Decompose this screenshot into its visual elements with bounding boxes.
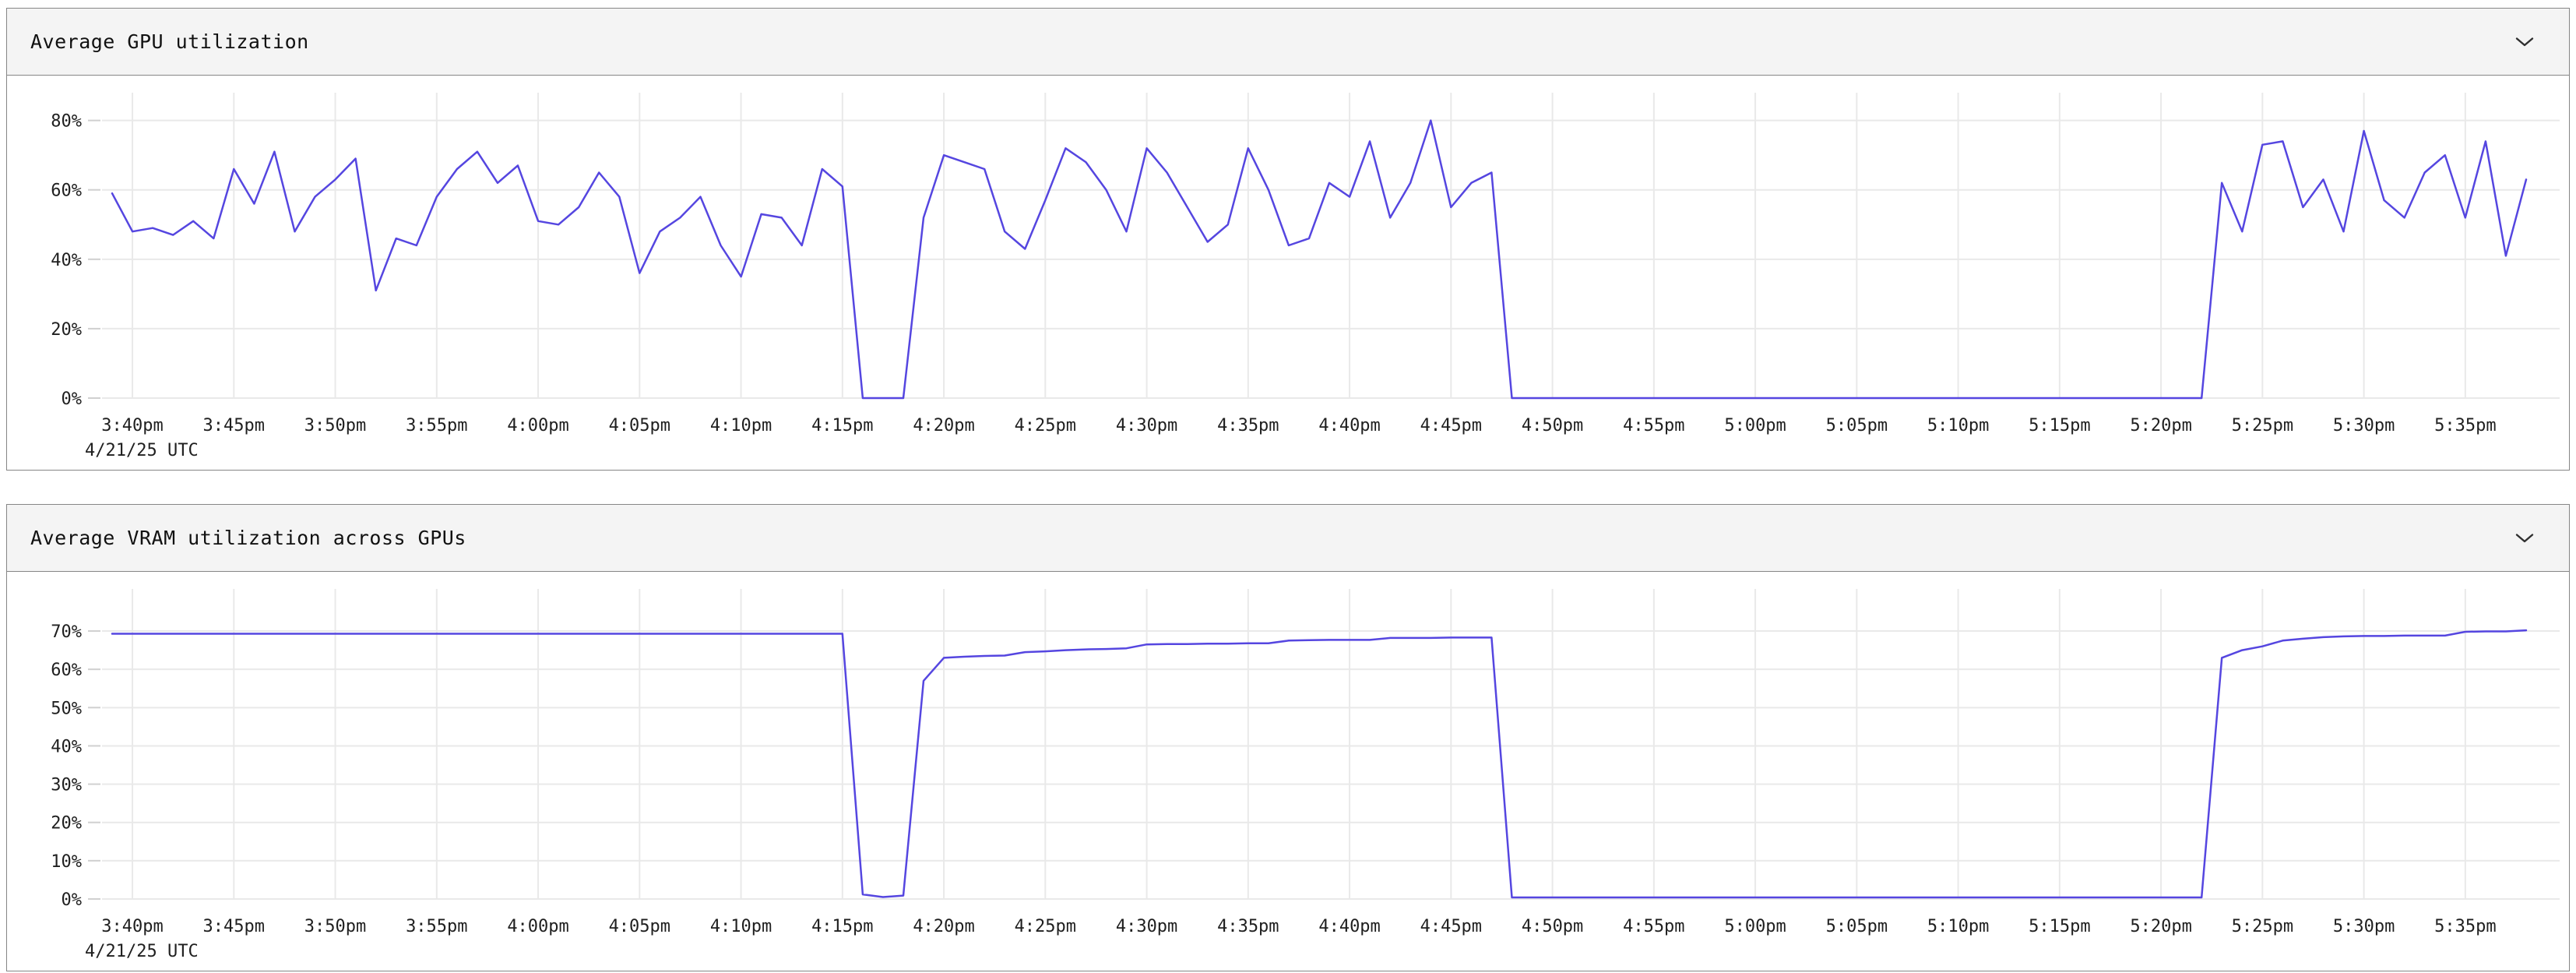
x-axis-tick-label: 4:30pm [1116, 416, 1177, 435]
y-axis-tick-label: 80% [51, 112, 82, 132]
x-axis-tick-label: 5:00pm [1724, 416, 1786, 435]
x-axis-tick-label: 4:00pm [507, 917, 568, 936]
x-axis-tick-label: 5:05pm [1826, 416, 1888, 435]
x-axis-tick-label: 5:05pm [1826, 917, 1888, 936]
panel-gap [6, 471, 2570, 504]
x-axis-tick-label: 5:30pm [2333, 917, 2395, 936]
panel-header-gpu[interactable]: Average GPU utilization [7, 9, 2569, 76]
x-axis-tick-label: 5:15pm [2029, 917, 2090, 936]
x-axis-tick-label: 4:45pm [1420, 416, 1482, 435]
x-axis-tick-label: 3:50pm [304, 416, 366, 435]
x-axis-tick-label: 5:10pm [1927, 917, 1989, 936]
x-axis-tick-label: 5:20pm [2130, 416, 2191, 435]
chevron-down-icon[interactable] [2514, 533, 2535, 544]
x-axis-tick-label: 4:40pm [1318, 416, 1380, 435]
x-axis-tick-label: 4:30pm [1116, 917, 1177, 936]
y-axis-tick-label: 30% [51, 776, 82, 795]
x-axis-tick-label: 4:45pm [1420, 917, 1482, 936]
x-axis-tick-label: 4:55pm [1623, 917, 1684, 936]
x-axis-tick-label: 5:10pm [1927, 416, 1989, 435]
x-axis-tick-label: 4:05pm [609, 416, 670, 435]
y-axis-tick-label: 10% [51, 852, 82, 872]
vram-utilization-chart: 0% 10% 20% 30% 40% 50% 60% 70% 3:40pm 3:45pm 3:50p… [7, 572, 2569, 971]
gpu-utilization-chart: 0% 20% 40% 60% 80% 3:40pm 3:45pm 3:50pm 3:55pm 4:… [7, 76, 2569, 470]
x-axis-tick-label: 5:25pm [2232, 917, 2293, 936]
y-axis-tick-label: 60% [51, 661, 82, 680]
x-axis-tick-label: 4:20pm [913, 917, 974, 936]
panel-title-vram: Average VRAM utilization across GPUs [30, 527, 466, 549]
x-axis-tick-label: 3:50pm [304, 917, 366, 936]
x-axis-tick-label: 4:25pm [1015, 917, 1076, 936]
x-axis-tick-label: 5:25pm [2232, 416, 2293, 435]
x-axis-tick-label: 4:15pm [811, 917, 873, 936]
panel-avg-gpu-utilization: Average GPU utilization 0% 20% 40% 60% 80% 3:… [6, 8, 2570, 471]
y-axis-tick-label: 0% [62, 890, 83, 910]
x-axis-tick-label: 5:20pm [2130, 917, 2191, 936]
x-axis-tick-label: 3:40pm [101, 917, 163, 936]
date-label: 4/21/25 UTC [85, 441, 199, 460]
x-axis-tick-label: 4:25pm [1015, 416, 1076, 435]
x-axis-tick-label: 3:55pm [406, 917, 467, 936]
y-axis-tick-label: 0% [62, 390, 83, 409]
y-axis-tick-label: 60% [51, 182, 82, 201]
y-axis-tick-label: 70% [51, 622, 82, 642]
x-axis-tick-label: 3:40pm [101, 416, 163, 435]
x-axis-tick-label: 4:40pm [1318, 917, 1380, 936]
x-axis-tick-label: 4:55pm [1623, 416, 1684, 435]
x-axis-tick-label: 4:15pm [811, 416, 873, 435]
x-axis-tick-label: 3:55pm [406, 416, 467, 435]
x-axis-tick-label: 4:35pm [1217, 416, 1279, 435]
chevron-down-icon[interactable] [2514, 37, 2535, 48]
x-axis-tick-label: 5:00pm [1724, 917, 1786, 936]
vram-utilization-plot[interactable]: 0% 10% 20% 30% 40% 50% 60% 70% 3:40pm 3:45pm 3:50p… [7, 572, 2569, 971]
panel-header-vram[interactable]: Average VRAM utilization across GPUs [7, 505, 2569, 572]
x-axis-tick-label: 5:15pm [2029, 416, 2090, 435]
series-line [111, 119, 2528, 400]
x-axis-tick-label: 4:20pm [913, 416, 974, 435]
y-axis-tick-label: 40% [51, 737, 82, 756]
y-axis-tick-label: 40% [51, 251, 82, 270]
x-axis-tick-label: 4:10pm [710, 917, 772, 936]
date-label: 4/21/25 UTC [85, 942, 199, 961]
x-axis-tick-label: 5:30pm [2333, 416, 2395, 435]
x-axis-tick-label: 4:10pm [710, 416, 772, 435]
panel-avg-vram-utilization: Average VRAM utilization across GPUs 0% 1… [6, 504, 2570, 971]
series-line [111, 629, 2528, 899]
x-axis-tick-label: 3:45pm [203, 917, 265, 936]
y-axis-tick-label: 20% [51, 814, 82, 834]
x-axis-tick-label: 4:50pm [1522, 917, 1583, 936]
panel-title-gpu: Average GPU utilization [30, 30, 309, 53]
gpu-utilization-plot[interactable]: 0% 20% 40% 60% 80% 3:40pm 3:45pm 3:50pm 3:55pm 4:… [7, 76, 2569, 470]
x-axis-tick-label: 4:35pm [1217, 917, 1279, 936]
x-axis-tick-label: 4:05pm [609, 917, 670, 936]
x-axis-tick-label: 4:00pm [507, 416, 568, 435]
x-axis-tick-label: 3:45pm [203, 416, 265, 435]
y-axis-tick-label: 20% [51, 320, 82, 340]
x-axis-tick-label: 5:35pm [2434, 917, 2496, 936]
y-axis-tick-label: 50% [51, 699, 82, 718]
x-axis-tick-label: 5:35pm [2434, 416, 2496, 435]
x-axis-tick-label: 4:50pm [1522, 416, 1583, 435]
